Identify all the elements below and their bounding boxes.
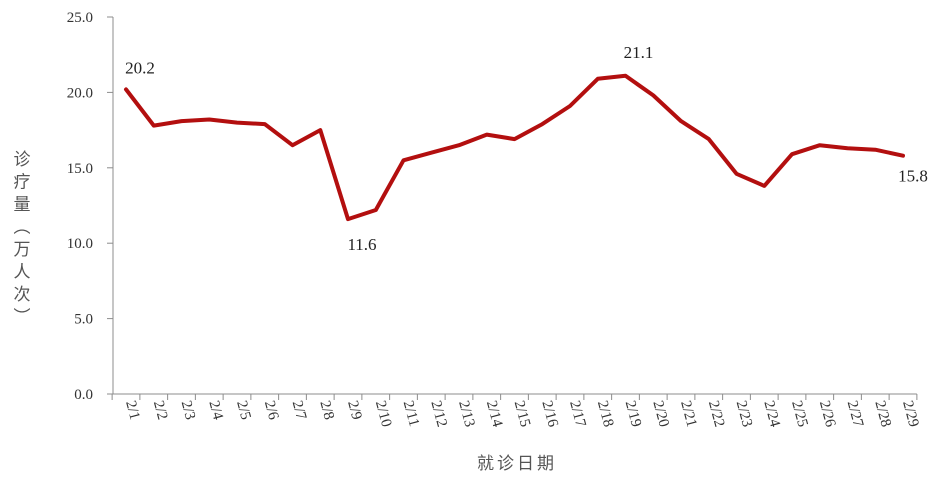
x-tick-label: 2/4 <box>205 399 226 422</box>
x-tick-label: 2/24 <box>760 399 782 429</box>
x-tick-label: 2/22 <box>705 399 727 429</box>
data-point <box>486 134 488 136</box>
x-tick-label: 2/8 <box>316 399 336 422</box>
y-tick-label: 25.0 <box>67 10 93 26</box>
x-tick-label: 2/6 <box>261 399 282 422</box>
data-label: 20.2 <box>125 58 155 77</box>
x-tick-label: 2/9 <box>344 399 364 422</box>
x-tick-label: 2/1 <box>122 399 142 422</box>
data-label-layer: 20.2 11.6 21.1 15.8 <box>125 43 928 254</box>
data-point <box>736 173 737 175</box>
x-tick-label: 2/18 <box>594 399 616 429</box>
x-tick-label: 2/10 <box>372 399 394 429</box>
x-tick-label: 2/13 <box>455 399 477 429</box>
data-point <box>347 218 349 220</box>
y-tick-label: 5.0 <box>74 312 93 328</box>
data-point <box>208 119 210 121</box>
x-tick-label: 2/28 <box>871 399 893 429</box>
x-tick-label: 2/15 <box>511 399 533 429</box>
data-point <box>181 120 182 122</box>
data-point <box>375 209 377 211</box>
data-point <box>791 153 793 155</box>
x-tick-label: 2/20 <box>649 399 671 429</box>
y-axis-title: 诊疗量︵万人次︶ <box>14 150 31 328</box>
x-tick-label: 2/26 <box>816 399 838 429</box>
data-point <box>597 78 599 80</box>
x-axis: 2/1 2/2 2/3 2/4 2/5 2/6 2/7 2/8 2/9 2/10 2/11 2/12 2… <box>111 393 921 429</box>
data-point <box>236 122 238 124</box>
y-tick-label: 15.0 <box>67 161 93 177</box>
x-tick-label: 2/21 <box>677 399 699 429</box>
data-point <box>625 75 626 77</box>
data-point <box>902 155 904 157</box>
data-point <box>153 125 155 127</box>
series-line <box>124 73 905 222</box>
x-tick-label: 2/5 <box>233 399 253 422</box>
x-tick-label: 2/11 <box>400 399 422 428</box>
data-point <box>541 123 543 125</box>
data-point <box>430 152 432 154</box>
data-point <box>569 105 571 107</box>
data-point <box>125 88 127 90</box>
x-tick-label: 2/29 <box>899 399 921 429</box>
data-label: 21.1 <box>624 43 654 62</box>
x-tick-label: 2/14 <box>483 399 505 429</box>
data-point <box>292 144 293 146</box>
y-axis: 0.0 5.0 10.0 15.0 20.0 25.0 <box>67 10 114 403</box>
x-tick-label: 2/23 <box>733 399 755 429</box>
data-point <box>319 129 321 131</box>
x-tick-label: 2/3 <box>178 399 198 422</box>
y-tick-label: 20.0 <box>67 85 93 101</box>
series-layer <box>124 73 905 222</box>
data-point <box>514 138 515 140</box>
x-axis-title: 就诊日期 <box>477 454 557 474</box>
x-tick-label: 2/7 <box>289 399 310 422</box>
data-point <box>458 144 460 146</box>
x-tick-label: 2/16 <box>538 399 560 429</box>
data-point <box>847 147 848 149</box>
data-label: 15.8 <box>898 167 928 186</box>
data-point <box>403 159 404 161</box>
data-point <box>680 120 682 122</box>
data-point <box>652 94 654 96</box>
y-tick-label: 10.0 <box>67 236 93 252</box>
data-point <box>763 185 765 187</box>
x-tick-label: 2/12 <box>427 399 449 429</box>
data-label: 11.6 <box>347 235 376 254</box>
x-tick-label: 2/17 <box>566 399 588 429</box>
data-point <box>708 138 710 140</box>
data-point <box>819 144 821 146</box>
x-tick-label: 2/2 <box>150 399 170 422</box>
x-tick-label: 2/27 <box>844 399 866 429</box>
data-point <box>874 149 876 151</box>
data-point <box>264 123 266 125</box>
y-tick-label: 0.0 <box>74 387 93 403</box>
x-tick-label: 2/25 <box>788 399 810 429</box>
x-tick-label: 2/19 <box>622 399 644 429</box>
